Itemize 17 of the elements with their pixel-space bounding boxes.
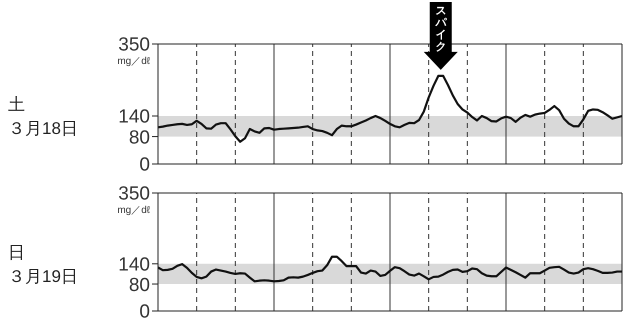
y-tick-label: 0: [139, 154, 150, 176]
text: ３月18日: [8, 118, 78, 140]
y-axis-title: mg／dℓ: [117, 204, 150, 217]
annotation: スパイク: [434, 5, 448, 53]
text: ３月19日: [8, 266, 78, 288]
text: 日: [8, 242, 26, 264]
y-tick-label: 350: [118, 34, 150, 56]
y-axis-title: mg／dℓ: [117, 55, 150, 68]
y-tick-label: 350: [118, 184, 150, 205]
y-tick-label: 80: [128, 127, 150, 148]
y-tick-label: 140: [118, 106, 150, 128]
y-tick-label: 80: [128, 274, 150, 296]
y-tick-label: 140: [118, 254, 150, 276]
y-tick-label: 0: [139, 302, 150, 323]
line-series: [158, 74, 622, 143]
line-series: [158, 256, 622, 282]
text: 土: [8, 94, 26, 116]
